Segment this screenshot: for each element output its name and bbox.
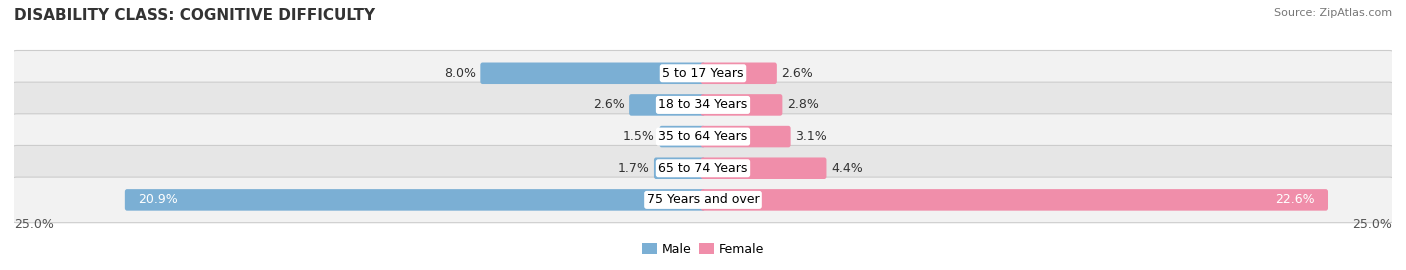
Text: 1.5%: 1.5%: [623, 130, 655, 143]
Text: 4.4%: 4.4%: [831, 162, 863, 175]
FancyBboxPatch shape: [700, 126, 790, 147]
FancyBboxPatch shape: [659, 126, 706, 147]
Text: Source: ZipAtlas.com: Source: ZipAtlas.com: [1274, 8, 1392, 18]
FancyBboxPatch shape: [700, 63, 778, 84]
Text: 2.6%: 2.6%: [782, 67, 813, 80]
Text: 22.6%: 22.6%: [1275, 193, 1315, 206]
Text: 35 to 64 Years: 35 to 64 Years: [658, 130, 748, 143]
Text: 20.9%: 20.9%: [138, 193, 177, 206]
FancyBboxPatch shape: [654, 157, 706, 179]
FancyBboxPatch shape: [700, 94, 782, 116]
FancyBboxPatch shape: [8, 146, 1398, 191]
FancyBboxPatch shape: [481, 63, 706, 84]
Text: 3.1%: 3.1%: [796, 130, 827, 143]
FancyBboxPatch shape: [8, 50, 1398, 96]
Text: 1.7%: 1.7%: [617, 162, 650, 175]
Text: DISABILITY CLASS: COGNITIVE DIFFICULTY: DISABILITY CLASS: COGNITIVE DIFFICULTY: [14, 8, 375, 23]
Text: 75 Years and over: 75 Years and over: [647, 193, 759, 206]
Text: 2.8%: 2.8%: [787, 99, 818, 112]
FancyBboxPatch shape: [8, 177, 1398, 223]
Text: 2.6%: 2.6%: [593, 99, 624, 112]
FancyBboxPatch shape: [700, 157, 827, 179]
FancyBboxPatch shape: [628, 94, 706, 116]
Text: 65 to 74 Years: 65 to 74 Years: [658, 162, 748, 175]
FancyBboxPatch shape: [125, 189, 706, 211]
Text: 8.0%: 8.0%: [444, 67, 475, 80]
Text: 25.0%: 25.0%: [14, 218, 53, 231]
FancyBboxPatch shape: [8, 82, 1398, 128]
Legend: Male, Female: Male, Female: [637, 238, 769, 261]
Text: 5 to 17 Years: 5 to 17 Years: [662, 67, 744, 80]
FancyBboxPatch shape: [700, 189, 1329, 211]
FancyBboxPatch shape: [8, 114, 1398, 159]
Text: 18 to 34 Years: 18 to 34 Years: [658, 99, 748, 112]
Text: 25.0%: 25.0%: [1353, 218, 1392, 231]
